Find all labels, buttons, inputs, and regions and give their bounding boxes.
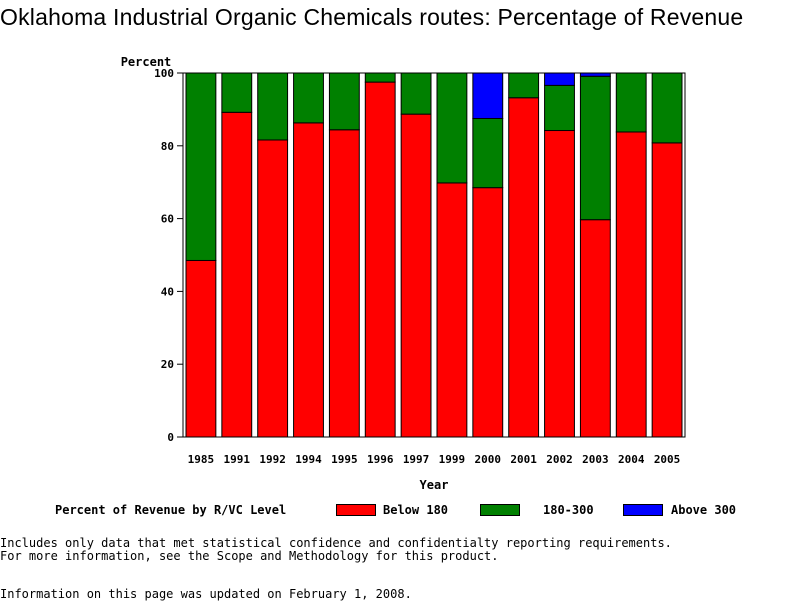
footnote-methodology: For more information, see the Scope and … bbox=[0, 549, 499, 563]
bar-2004-series-1 bbox=[615, 72, 647, 133]
bar-2005-series-1 bbox=[651, 72, 683, 144]
stacked-bar-chart: Percent 0 20 40 60 80 100 1985 1991 1992 1994 199… bbox=[121, 55, 686, 492]
x-tick-label-2005: 2005 bbox=[654, 453, 681, 466]
plot-frame bbox=[182, 72, 686, 438]
legend-swatch-180-300 bbox=[480, 504, 520, 516]
bar-1995-series-1 bbox=[328, 72, 360, 131]
x-tick-label-1995: 1995 bbox=[331, 453, 358, 466]
y-tick-label-40: 40 bbox=[161, 285, 174, 298]
bars bbox=[185, 72, 683, 438]
bar-1997-series-0 bbox=[400, 113, 432, 438]
x-tick-label-1991: 1991 bbox=[224, 453, 251, 466]
bar-2000-series-0 bbox=[472, 187, 504, 438]
bar-1997-series-1 bbox=[400, 72, 432, 115]
x-tick-label-2004: 2004 bbox=[618, 453, 645, 466]
x-tick-label-1994: 1994 bbox=[295, 453, 322, 466]
y-tick-label-0: 0 bbox=[167, 431, 174, 444]
y-tick-label-80: 80 bbox=[161, 140, 174, 153]
bar-1995-series-0 bbox=[328, 129, 360, 438]
y-tick-label-60: 60 bbox=[161, 213, 174, 226]
bar-1994-series-1 bbox=[293, 72, 324, 124]
x-tick-label-2003: 2003 bbox=[582, 453, 609, 466]
x-tick-label-2000: 2000 bbox=[475, 453, 502, 466]
x-tick-label-2002: 2002 bbox=[546, 453, 573, 466]
bar-2002-series-1 bbox=[544, 84, 575, 132]
updated-note: Information on this page was updated on … bbox=[0, 587, 412, 601]
bar-2002-series-2 bbox=[544, 72, 575, 86]
bar-2003-series-2 bbox=[579, 72, 611, 77]
y-tick-label-20: 20 bbox=[161, 358, 174, 371]
chart-title: Oklahoma Industrial Organic Chemicals ro… bbox=[0, 4, 744, 30]
bar-1994-series-0 bbox=[293, 122, 324, 438]
bar-2000-series-2 bbox=[472, 72, 504, 119]
bar-2004-series-0 bbox=[615, 131, 647, 438]
bar-1985-series-0 bbox=[185, 259, 217, 438]
bar-1996-series-0 bbox=[364, 81, 396, 438]
legend-label-180-300: 180-300 bbox=[543, 503, 594, 517]
bar-1999-series-1 bbox=[436, 72, 468, 184]
y-axis: 0 20 40 60 80 100 bbox=[154, 67, 183, 444]
bar-1991-series-1 bbox=[221, 72, 253, 113]
bar-2003-series-0 bbox=[579, 219, 611, 438]
y-tick-label-100: 100 bbox=[154, 67, 174, 80]
x-tick-label-2001: 2001 bbox=[510, 453, 537, 466]
bar-2003-series-1 bbox=[579, 75, 611, 221]
x-tick-label-1992: 1992 bbox=[259, 453, 286, 466]
bar-1992-series-1 bbox=[257, 72, 289, 141]
bar-1991-series-0 bbox=[221, 111, 253, 438]
bar-1992-series-0 bbox=[257, 139, 289, 438]
bar-2000-series-1 bbox=[472, 118, 504, 189]
legend-label-above-300: Above 300 bbox=[671, 503, 737, 517]
x-tick-label-1985: 1985 bbox=[188, 453, 215, 466]
bar-1985-series-1 bbox=[185, 72, 217, 261]
bar-1999-series-0 bbox=[436, 182, 468, 438]
x-tick-label-1999: 1999 bbox=[439, 453, 466, 466]
bar-2001-series-1 bbox=[508, 72, 540, 99]
x-axis-tick-labels: 1985 1991 1992 1994 1995 1996 1997 1999 2000 2001… bbox=[188, 453, 681, 466]
legend-title: Percent of Revenue by R/VC Level bbox=[55, 503, 287, 517]
legend-label-below-180: Below 180 bbox=[383, 503, 449, 517]
y-axis-label: Percent bbox=[121, 55, 172, 69]
x-tick-label-1996: 1996 bbox=[367, 453, 394, 466]
bar-1996-series-1 bbox=[364, 72, 396, 83]
bar-2005-series-0 bbox=[651, 142, 683, 438]
legend-swatch-above-300 bbox=[623, 504, 663, 516]
x-tick-label-1997: 1997 bbox=[403, 453, 430, 466]
legend-swatch-below-180 bbox=[336, 504, 376, 516]
footnote-confidence: Includes only data that met statistical … bbox=[0, 536, 672, 550]
bar-2002-series-0 bbox=[544, 130, 575, 438]
x-axis-label: Year bbox=[420, 478, 449, 492]
bar-2001-series-0 bbox=[508, 97, 540, 438]
